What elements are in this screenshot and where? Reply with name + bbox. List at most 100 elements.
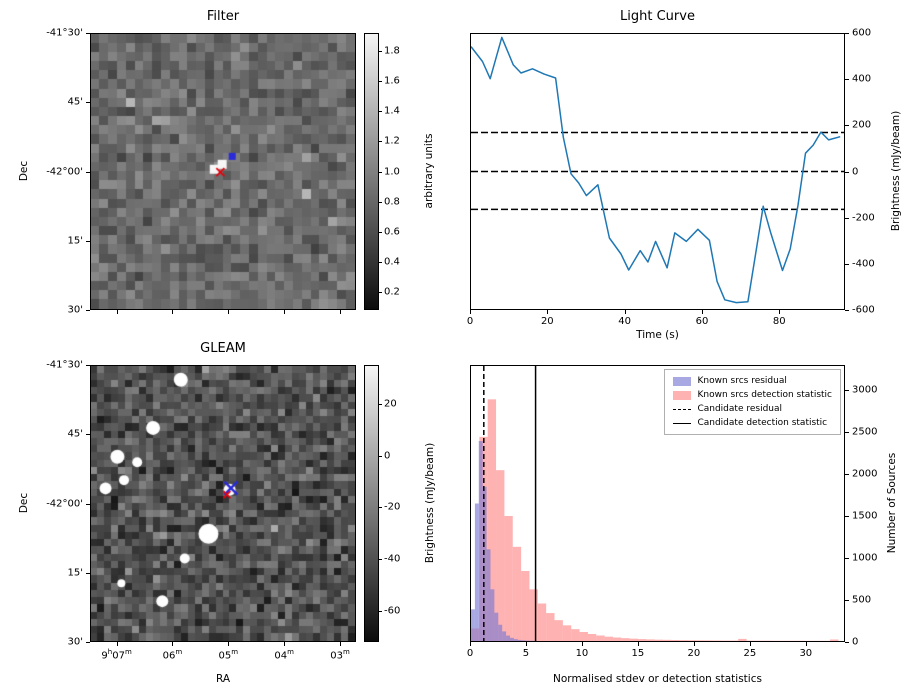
light-curve-line [471,36,841,304]
hist-bar [571,629,580,641]
hist-xtick-label: 20 [687,648,701,659]
gleam-colorbar-tick-mark [379,559,382,561]
hist-bar [498,624,503,641]
hist-bar [521,640,526,641]
gleam-xtick-label: 04m [274,648,294,662]
hist-bar [537,603,547,641]
lc-xtick-mark [624,310,626,314]
hist-xtick-mark [805,642,807,646]
filter-ytick-label: -41°30' [46,27,83,39]
hist-bar [494,612,499,641]
hist-bar [504,516,513,641]
hist-ytick-label: 500 [852,594,872,606]
light-curve-y-axis-label: Brightness (mJy/beam) [890,110,902,232]
filter-colorbar-tick-mark [379,51,382,53]
legend-swatch-dashed [673,408,692,410]
hist-bar [471,609,475,641]
light-curve-plot [471,36,844,304]
gleam-colorbar-tick-label: 20 [384,398,397,410]
filter-colorbar-tick-label: 1.6 [384,75,400,87]
gleam-xtick-label: 03m [330,648,350,662]
filter-image-panel [90,33,356,310]
gleam-colorbar-tick-mark [379,403,382,405]
filter-colorbar-tick-label: 0.4 [384,256,400,268]
hist-bar [629,638,639,641]
filter-ytick-label: 45' [67,96,83,108]
filter-xtick-mark [228,310,230,314]
gleam-colorbar-tick-label: -40 [384,553,401,565]
lc-xtick-label: 40 [618,316,631,327]
hist-xtick-label: 15 [631,648,645,659]
filter-colorbar-tick-label: 0.8 [384,196,400,208]
hist-ytick-label: 3000 [852,384,878,396]
filter-ytick-label: 15' [67,235,83,247]
legend-swatch-solid [673,422,692,424]
filter-colorbar-tick-mark [379,291,382,293]
lc-ytick-label: 200 [852,119,872,131]
hist-ytick-label: 2000 [852,468,878,480]
legend-label: Candidate detection statistic [697,418,828,428]
hist-ytick-label: 1000 [852,552,878,564]
hist-bar [554,620,563,641]
lc-ytick-label: -600 [852,304,875,316]
filter-title: Filter [206,9,240,24]
gleam-xtick-mark [340,642,342,646]
hist-bar [512,546,522,641]
filter-colorbar-tick-mark [379,81,382,83]
lc-xtick-label: 0 [466,316,474,327]
hist-ytick-mark [845,474,849,476]
lc-xtick-mark [779,310,781,314]
lc-xtick-mark [547,310,549,314]
hist-bar [663,639,672,641]
hist-ytick-mark [845,642,849,643]
gleam-xtick-mark [172,642,174,646]
hist-bar [487,399,497,641]
hist-bar [604,636,613,641]
hist-bar [830,639,839,641]
gleam-ytick-mark [86,642,90,643]
hist-xtick-mark [749,642,751,646]
hist-bar [490,589,495,641]
lc-xtick-label: 60 [695,316,709,327]
hist-bar [513,639,518,641]
filter-heatmap [91,34,355,309]
hist-bar [654,639,664,641]
hist-ytick-label: 1500 [852,510,878,522]
gleam-colorbar-label: Brightness (mJy/beam) [424,442,436,564]
gleam-colorbar-tick-mark [379,507,382,509]
filter-xtick-mark [284,310,286,314]
gleam-y-axis-label: Dec [18,492,30,514]
hist-xtick-label: 5 [522,648,530,659]
hist-bar [612,637,622,641]
legend-swatch-detstat [673,390,692,400]
hist-bar [546,613,555,641]
legend-item: Candidate residual [673,402,832,416]
hist-ytick-label: 2500 [852,426,878,438]
filter-colorbar-tick-label: 1.4 [384,105,400,117]
legend-item: Known srcs detection statistic [673,388,832,402]
lc-ytick-label: -200 [852,212,875,224]
lc-ytick-label: -400 [852,258,875,270]
filter-colorbar-tick-mark [379,141,382,143]
hist-xtick-mark [470,642,471,646]
hist-bar [521,571,530,641]
filter-xtick-mark [340,310,342,314]
hist-xtick-mark [637,642,639,646]
filter-ytick-label: 30' [67,304,83,316]
gleam-ytick-label: 45' [67,428,83,440]
filter-colorbar-label: arbitrary units [423,133,435,209]
lc-ytick-mark [845,79,849,81]
hist-ytick-mark [845,516,849,518]
gleam-image-panel [90,365,356,642]
lc-ytick-mark [845,171,849,173]
gleam-colorbar-tick-label: -60 [384,605,401,617]
gleam-xtick-label: 9h07m [101,648,132,662]
hist-bar [671,640,680,641]
hist-ytick-mark [845,390,849,392]
hist-xtick-mark [693,642,695,646]
legend-item: Candidate detection statistic [673,416,832,430]
legend-label: Known srcs detection statistic [697,390,832,400]
hist-bar [688,640,697,641]
legend-swatch-residual [673,376,692,386]
